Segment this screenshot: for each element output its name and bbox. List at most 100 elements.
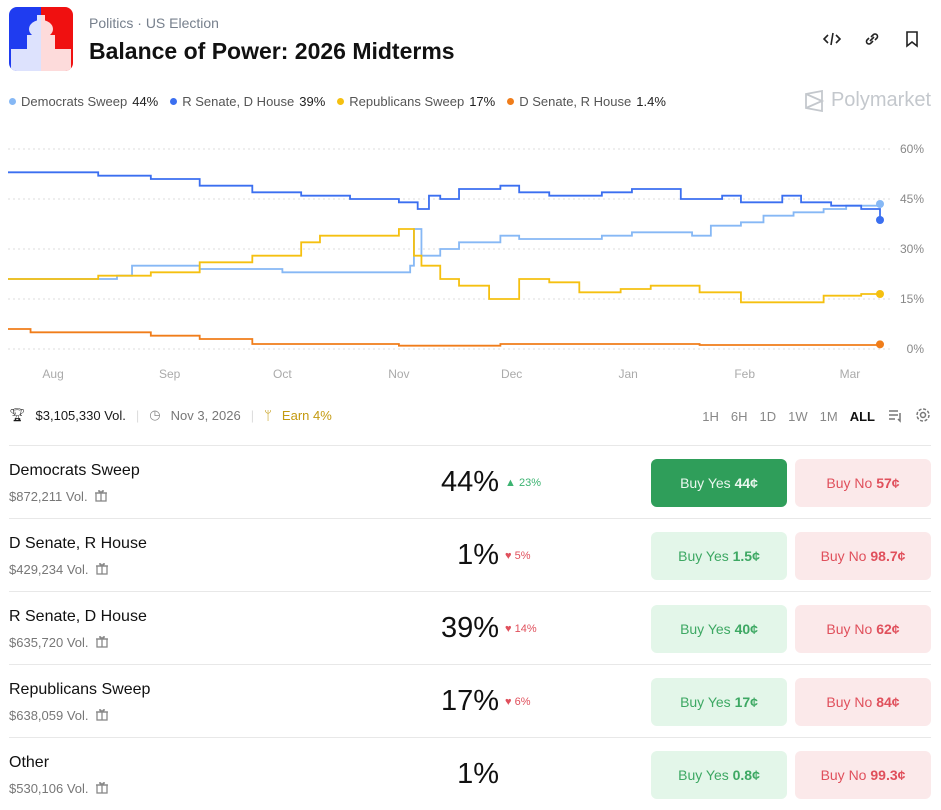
outcomes-list: Democrats Sweep $872,211 Vol. 44% ▲ 23% B… [9, 445, 931, 810]
buy-yes-price: 44¢ [734, 475, 758, 491]
y-tick-label: 45% [900, 192, 924, 206]
embed-code-icon[interactable] [822, 30, 842, 48]
breadcrumb-politics[interactable]: Politics [89, 15, 134, 31]
buy-no-button[interactable]: Buy No 57¢ [795, 459, 931, 507]
page-title: Balance of Power: 2026 Midterms [89, 38, 455, 64]
legend-dot [170, 98, 178, 105]
range-1m[interactable]: 1M [819, 409, 838, 424]
buy-yes-button[interactable]: Buy Yes 44¢ [651, 459, 787, 507]
buy-no-price: 99.3¢ [870, 767, 906, 783]
clock-icon: ◷ [149, 407, 161, 422]
x-tick-label: Mar [840, 367, 861, 381]
outcome-row[interactable]: Republicans Sweep $638,059 Vol. 17% ♥ 6% … [9, 664, 931, 737]
gift-icon[interactable] [95, 707, 109, 724]
buy-yes-label: Buy Yes [680, 475, 731, 491]
legend-value: 1.4% [636, 94, 666, 109]
y-tick-label: 60% [900, 142, 924, 156]
outcome-row[interactable]: Other $530,106 Vol. 1% Buy Yes 0.8¢ Buy … [9, 737, 931, 810]
buy-no-label: Buy No [826, 621, 873, 637]
market-image [9, 7, 73, 71]
sprout-icon: ᛘ [264, 407, 272, 423]
outcome-probability: 39% [440, 612, 499, 644]
outcome-row[interactable]: D Senate, R House $429,234 Vol. 1% ♥ 5% B… [9, 518, 931, 591]
price-chart[interactable]: 0% 15% 30% 45% 60% Aug Sep Oct Nov Dec Jan Feb Mar [0, 135, 941, 385]
series-line-d-senate-r-house [8, 328, 881, 347]
change-value: 5% [514, 550, 531, 562]
series-endpoint [876, 200, 884, 208]
outcome-volume: $429,234 Vol. [9, 562, 89, 577]
breadcrumb-us-election[interactable]: US Election [145, 15, 219, 31]
legend-item: Republicans Sweep 17% [337, 94, 495, 109]
outcome-row[interactable]: R Senate, D House $635,720 Vol. 39% ♥ 14%… [9, 591, 931, 664]
range-1d[interactable]: 1D [759, 409, 777, 424]
legend-item: R Senate, D House 39% [170, 94, 325, 109]
earn-badge[interactable]: Earn 4% [281, 407, 332, 423]
buy-yes-price: 0.8¢ [732, 767, 760, 783]
buy-yes-button[interactable]: Buy Yes 1.5¢ [651, 532, 787, 580]
outcome-probability: 44% [440, 466, 499, 498]
gift-icon[interactable] [95, 561, 109, 578]
outcome-name: Democrats Sweep [9, 462, 140, 479]
change-value: 23% [518, 477, 541, 489]
buy-yes-price: 1.5¢ [732, 548, 760, 564]
x-tick-label: Dec [501, 367, 522, 381]
settings-gear-icon[interactable] [915, 407, 931, 426]
time-range-selector: 1H 6H 1D 1W 1M ALL [702, 407, 931, 426]
legend-value: 39% [299, 94, 326, 109]
x-tick-label: Oct [273, 367, 292, 381]
market-stats: 🏆︎ $3,105,330 Vol. | ◷ Nov 3, 2026 | ᛘ Earn… [9, 407, 332, 423]
gift-icon[interactable] [94, 488, 108, 505]
legend-label: R Senate, D House [182, 94, 295, 109]
gift-icon[interactable] [95, 634, 109, 651]
buy-yes-button[interactable]: Buy Yes 0.8¢ [651, 751, 787, 799]
trophy-icon: 🏆︎ [9, 407, 26, 422]
series-endpoint [876, 290, 884, 298]
x-tick-label: Aug [42, 367, 63, 381]
sort-icon[interactable] [887, 407, 903, 426]
outcome-row[interactable]: Democrats Sweep $872,211 Vol. 44% ▲ 23% B… [9, 445, 931, 518]
buy-yes-button[interactable]: Buy Yes 17¢ [651, 678, 787, 726]
polymarket-logo: Polymarket [803, 89, 931, 112]
buy-no-price: 98.7¢ [870, 548, 906, 564]
x-tick-label: Nov [388, 367, 409, 381]
outcome-volume: $530,106 Vol. [9, 781, 89, 796]
chart-legend: Democrats Sweep 44% R Senate, D House 39% Re… [9, 94, 666, 109]
buy-no-label: Buy No [826, 694, 873, 710]
buy-yes-price: 17¢ [734, 694, 758, 710]
y-tick-label: 0% [907, 342, 925, 356]
legend-dot [9, 98, 16, 105]
outcome-probability: 17% [440, 685, 499, 717]
buy-no-button[interactable]: Buy No 62¢ [795, 605, 931, 653]
range-6h[interactable]: 6H [730, 409, 748, 424]
outcome-name: Other [9, 754, 50, 771]
buy-no-button[interactable]: Buy No 84¢ [795, 678, 931, 726]
buy-no-label: Buy No [820, 548, 867, 564]
range-1w[interactable]: 1W [788, 409, 808, 424]
breadcrumb: Politics · US Election [89, 15, 219, 31]
range-all[interactable]: ALL [849, 409, 875, 424]
series-line-democrats-sweep [8, 204, 881, 280]
buy-yes-label: Buy Yes [680, 694, 731, 710]
buy-no-label: Buy No [826, 475, 873, 491]
outcome-name: R Senate, D House [9, 608, 147, 625]
legend-label: Democrats Sweep [21, 94, 128, 109]
buy-no-button[interactable]: Buy No 98.7¢ [795, 532, 931, 580]
brand-name: Polymarket [830, 89, 931, 111]
y-tick-label: 15% [900, 292, 924, 306]
buy-no-button[interactable]: Buy No 99.3¢ [795, 751, 931, 799]
series-endpoint [876, 340, 884, 349]
range-1h[interactable]: 1H [702, 409, 719, 424]
change-indicator: ♥ 5% [505, 550, 531, 562]
gift-icon[interactable] [95, 780, 109, 797]
change-value: 6% [514, 696, 531, 708]
legend-value: 44% [132, 94, 159, 109]
buy-yes-button[interactable]: Buy Yes 40¢ [651, 605, 787, 653]
outcome-probability: 1% [457, 539, 499, 571]
change-indicator: ♥ 14% [505, 623, 537, 635]
series-endpoint [876, 216, 884, 224]
bookmark-icon[interactable] [903, 30, 921, 48]
outcome-volume: $872,211 Vol. [9, 489, 88, 504]
change-indicator: ▲ 23% [505, 477, 541, 489]
link-icon[interactable] [863, 30, 881, 48]
buy-no-price: 57¢ [876, 475, 900, 491]
